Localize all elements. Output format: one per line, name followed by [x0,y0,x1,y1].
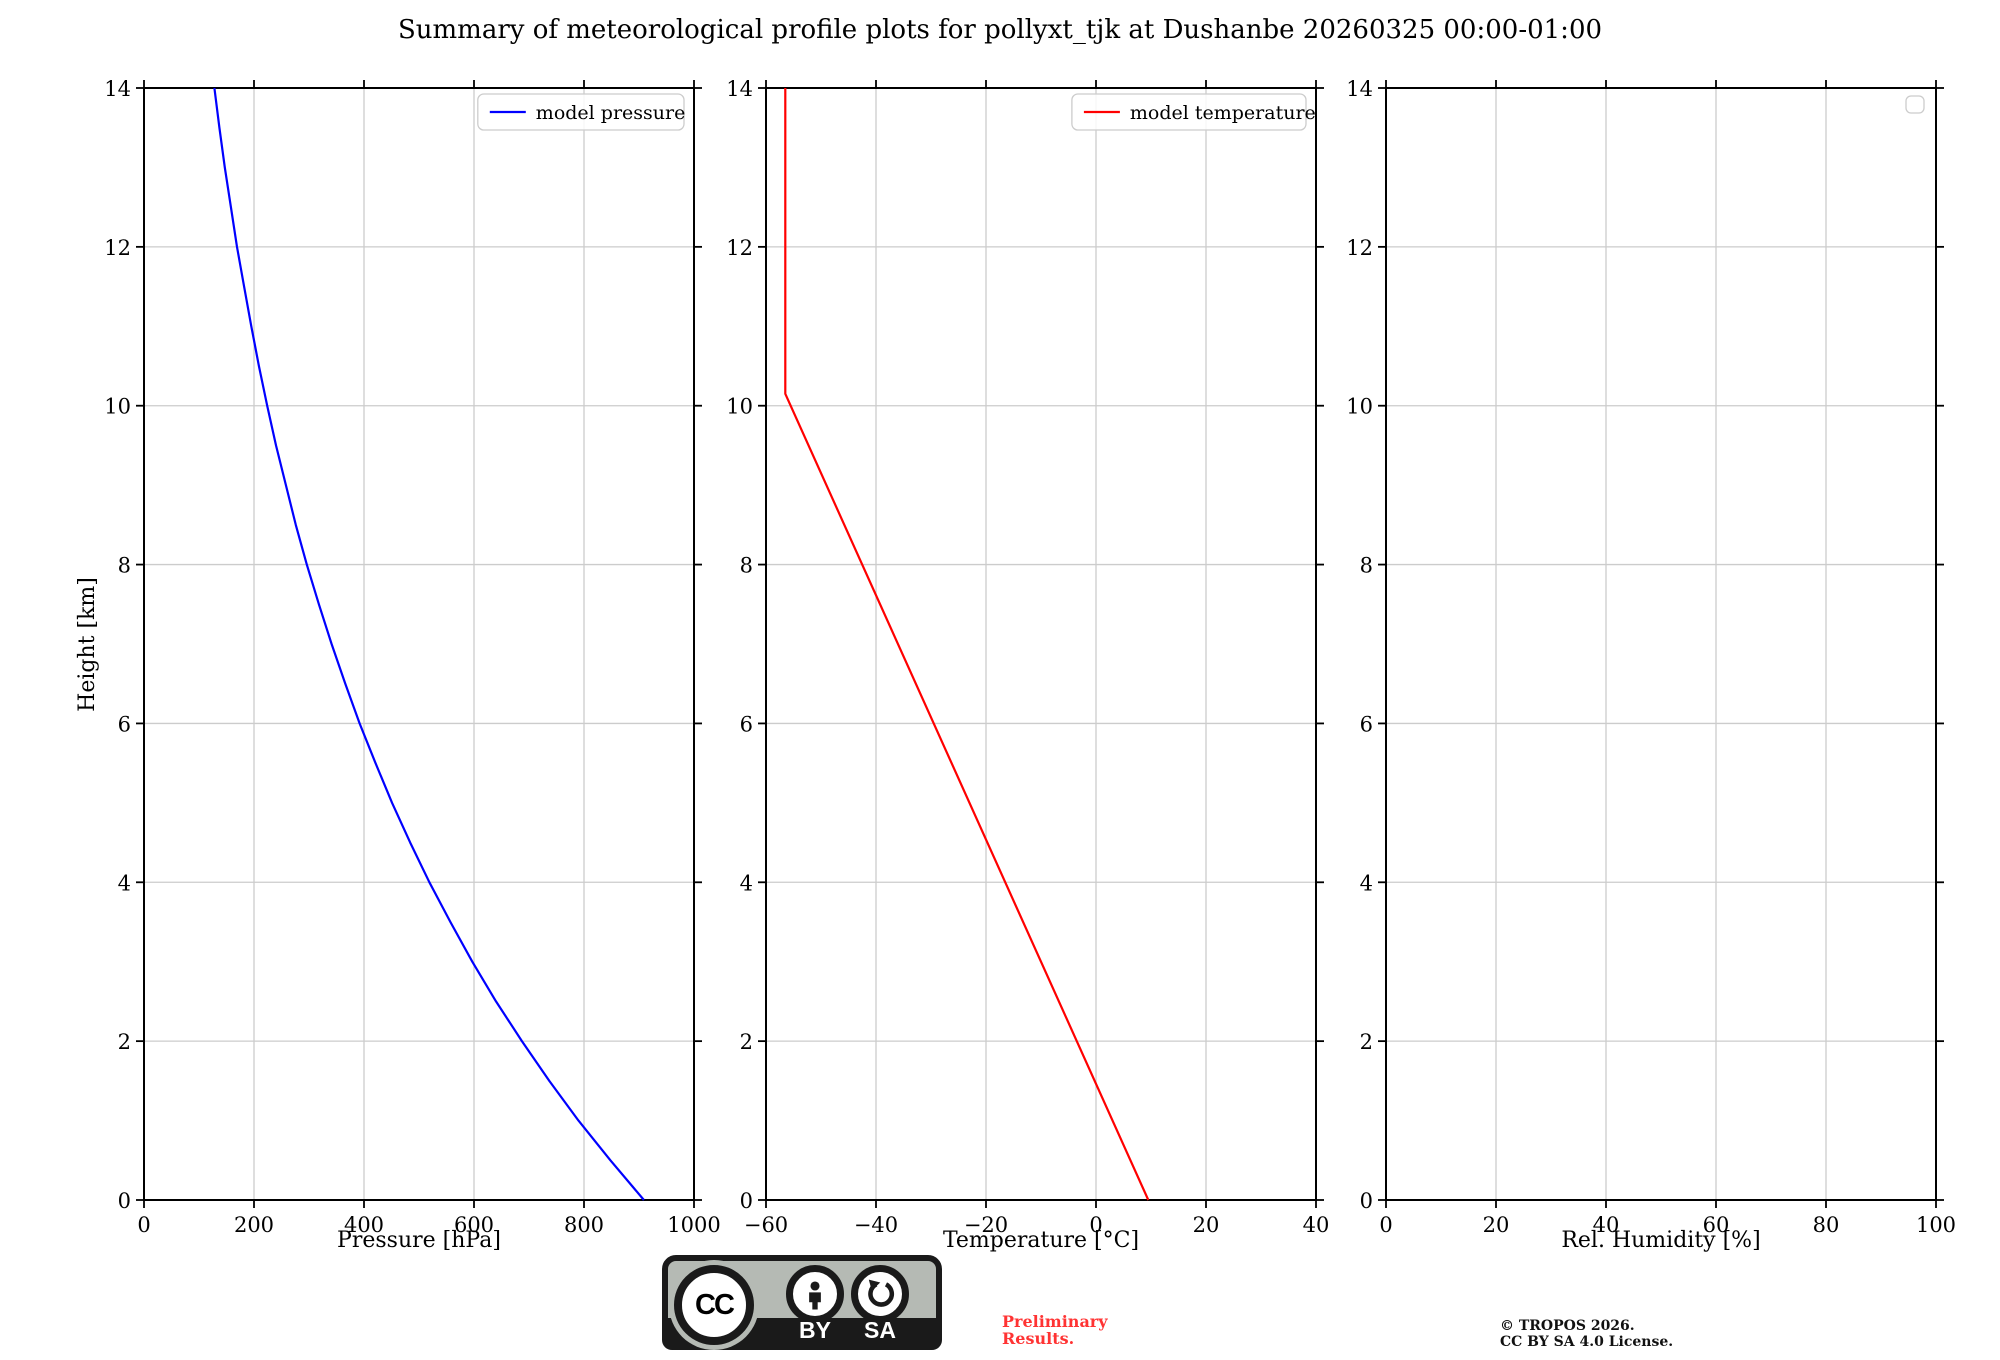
svg-text:80: 80 [1813,1213,1840,1237]
svg-text:6: 6 [118,712,131,736]
svg-text:12: 12 [726,236,753,260]
y-axis-label: Height [km] [72,88,102,1200]
svg-text:40: 40 [1593,1213,1620,1237]
humidity-plot-canvas: 0 20 40 60 80 100 0 2 4 6 8 10 12 14 [1346,77,1956,1237]
temperature-x-axis-label: Temperature [°C] [942,1228,1140,1253]
temperature-plot: −60 −40 −20 0 20 40 0 2 4 6 8 10 12 14 model temperatu… [726,77,1329,1237]
svg-text:8: 8 [1360,554,1373,578]
pressure-x-axis-label: Pressure [hPa] [337,1228,501,1253]
copyright-line-2: CC BY SA 4.0 License. [1500,1334,1674,1350]
sa-share-alike-icon [851,1265,909,1323]
svg-text:8: 8 [118,554,131,578]
temperature-plot-canvas: −60 −40 −20 0 20 40 0 2 4 6 8 10 12 14 model temperatu… [726,77,1329,1237]
svg-text:0: 0 [1360,1189,1373,1213]
svg-text:20: 20 [1193,1213,1220,1237]
cc-license-badge: CC BY SA [662,1255,942,1350]
svg-text:0: 0 [1379,1213,1392,1237]
svg-text:800: 800 [564,1213,604,1237]
pressure-plot: 0 200 400 600 800 1000 0 2 4 6 8 10 12 14 model pressu… [104,77,720,1237]
svg-text:20: 20 [1483,1213,1510,1237]
humidity-x-axis-label: Rel. Humidity [%] [1561,1228,1761,1253]
svg-text:0: 0 [740,1189,753,1213]
svg-text:2: 2 [118,1030,131,1054]
svg-text:4: 4 [1360,871,1373,895]
pressure-plot-canvas: 0 200 400 600 800 1000 0 2 4 6 8 10 12 14 model pressu… [104,77,720,1237]
copyright-note: © TROPOS 2026. CC BY SA 4.0 License. [1500,1318,1673,1350]
cc-sa-label: SA [864,1317,896,1343]
svg-text:model temperature: model temperature [1130,102,1316,124]
svg-text:model pressure: model pressure [536,102,686,124]
svg-text:4: 4 [740,871,753,895]
svg-text:4: 4 [118,871,131,895]
svg-text:10: 10 [104,395,131,419]
svg-text:−60: −60 [744,1213,788,1237]
svg-text:−40: −40 [854,1213,898,1237]
preliminary-results-note: Preliminary Results. [1002,1313,1108,1347]
cc-icon: CC [674,1265,754,1345]
svg-text:14: 14 [1346,77,1373,101]
svg-text:60: 60 [1703,1213,1730,1237]
svg-text:0: 0 [137,1213,150,1237]
svg-text:2: 2 [740,1030,753,1054]
svg-text:8: 8 [740,554,753,578]
preliminary-line-1: Preliminary [1002,1312,1108,1331]
svg-text:6: 6 [740,712,753,736]
svg-text:−20: −20 [964,1213,1008,1237]
figure-title: Summary of meteorological profile plots … [397,15,1603,45]
y-axis-label-text: Height [km] [74,576,100,712]
svg-text:0: 0 [1089,1213,1102,1237]
svg-text:400: 400 [344,1213,384,1237]
svg-text:14: 14 [726,77,753,101]
svg-text:40: 40 [1303,1213,1330,1237]
cc-by-label: BY [799,1317,831,1343]
svg-text:14: 14 [104,77,131,101]
svg-text:12: 12 [104,236,131,260]
svg-text:600: 600 [454,1213,494,1237]
by-person-icon [786,1265,844,1323]
preliminary-line-2: Results. [1002,1329,1075,1348]
svg-text:2: 2 [1360,1030,1373,1054]
svg-text:10: 10 [726,395,753,419]
humidity-plot: 0 20 40 60 80 100 0 2 4 6 8 10 12 14 [1346,77,1956,1237]
svg-text:0: 0 [118,1189,131,1213]
cc-icon-text: CC [695,1288,735,1321]
svg-text:1000: 1000 [667,1213,720,1237]
svg-text:100: 100 [1916,1213,1956,1237]
svg-text:200: 200 [234,1213,274,1237]
svg-text:10: 10 [1346,395,1373,419]
copyright-line-1: © TROPOS 2026. [1500,1318,1635,1334]
svg-text:12: 12 [1346,236,1373,260]
svg-text:6: 6 [1360,712,1373,736]
